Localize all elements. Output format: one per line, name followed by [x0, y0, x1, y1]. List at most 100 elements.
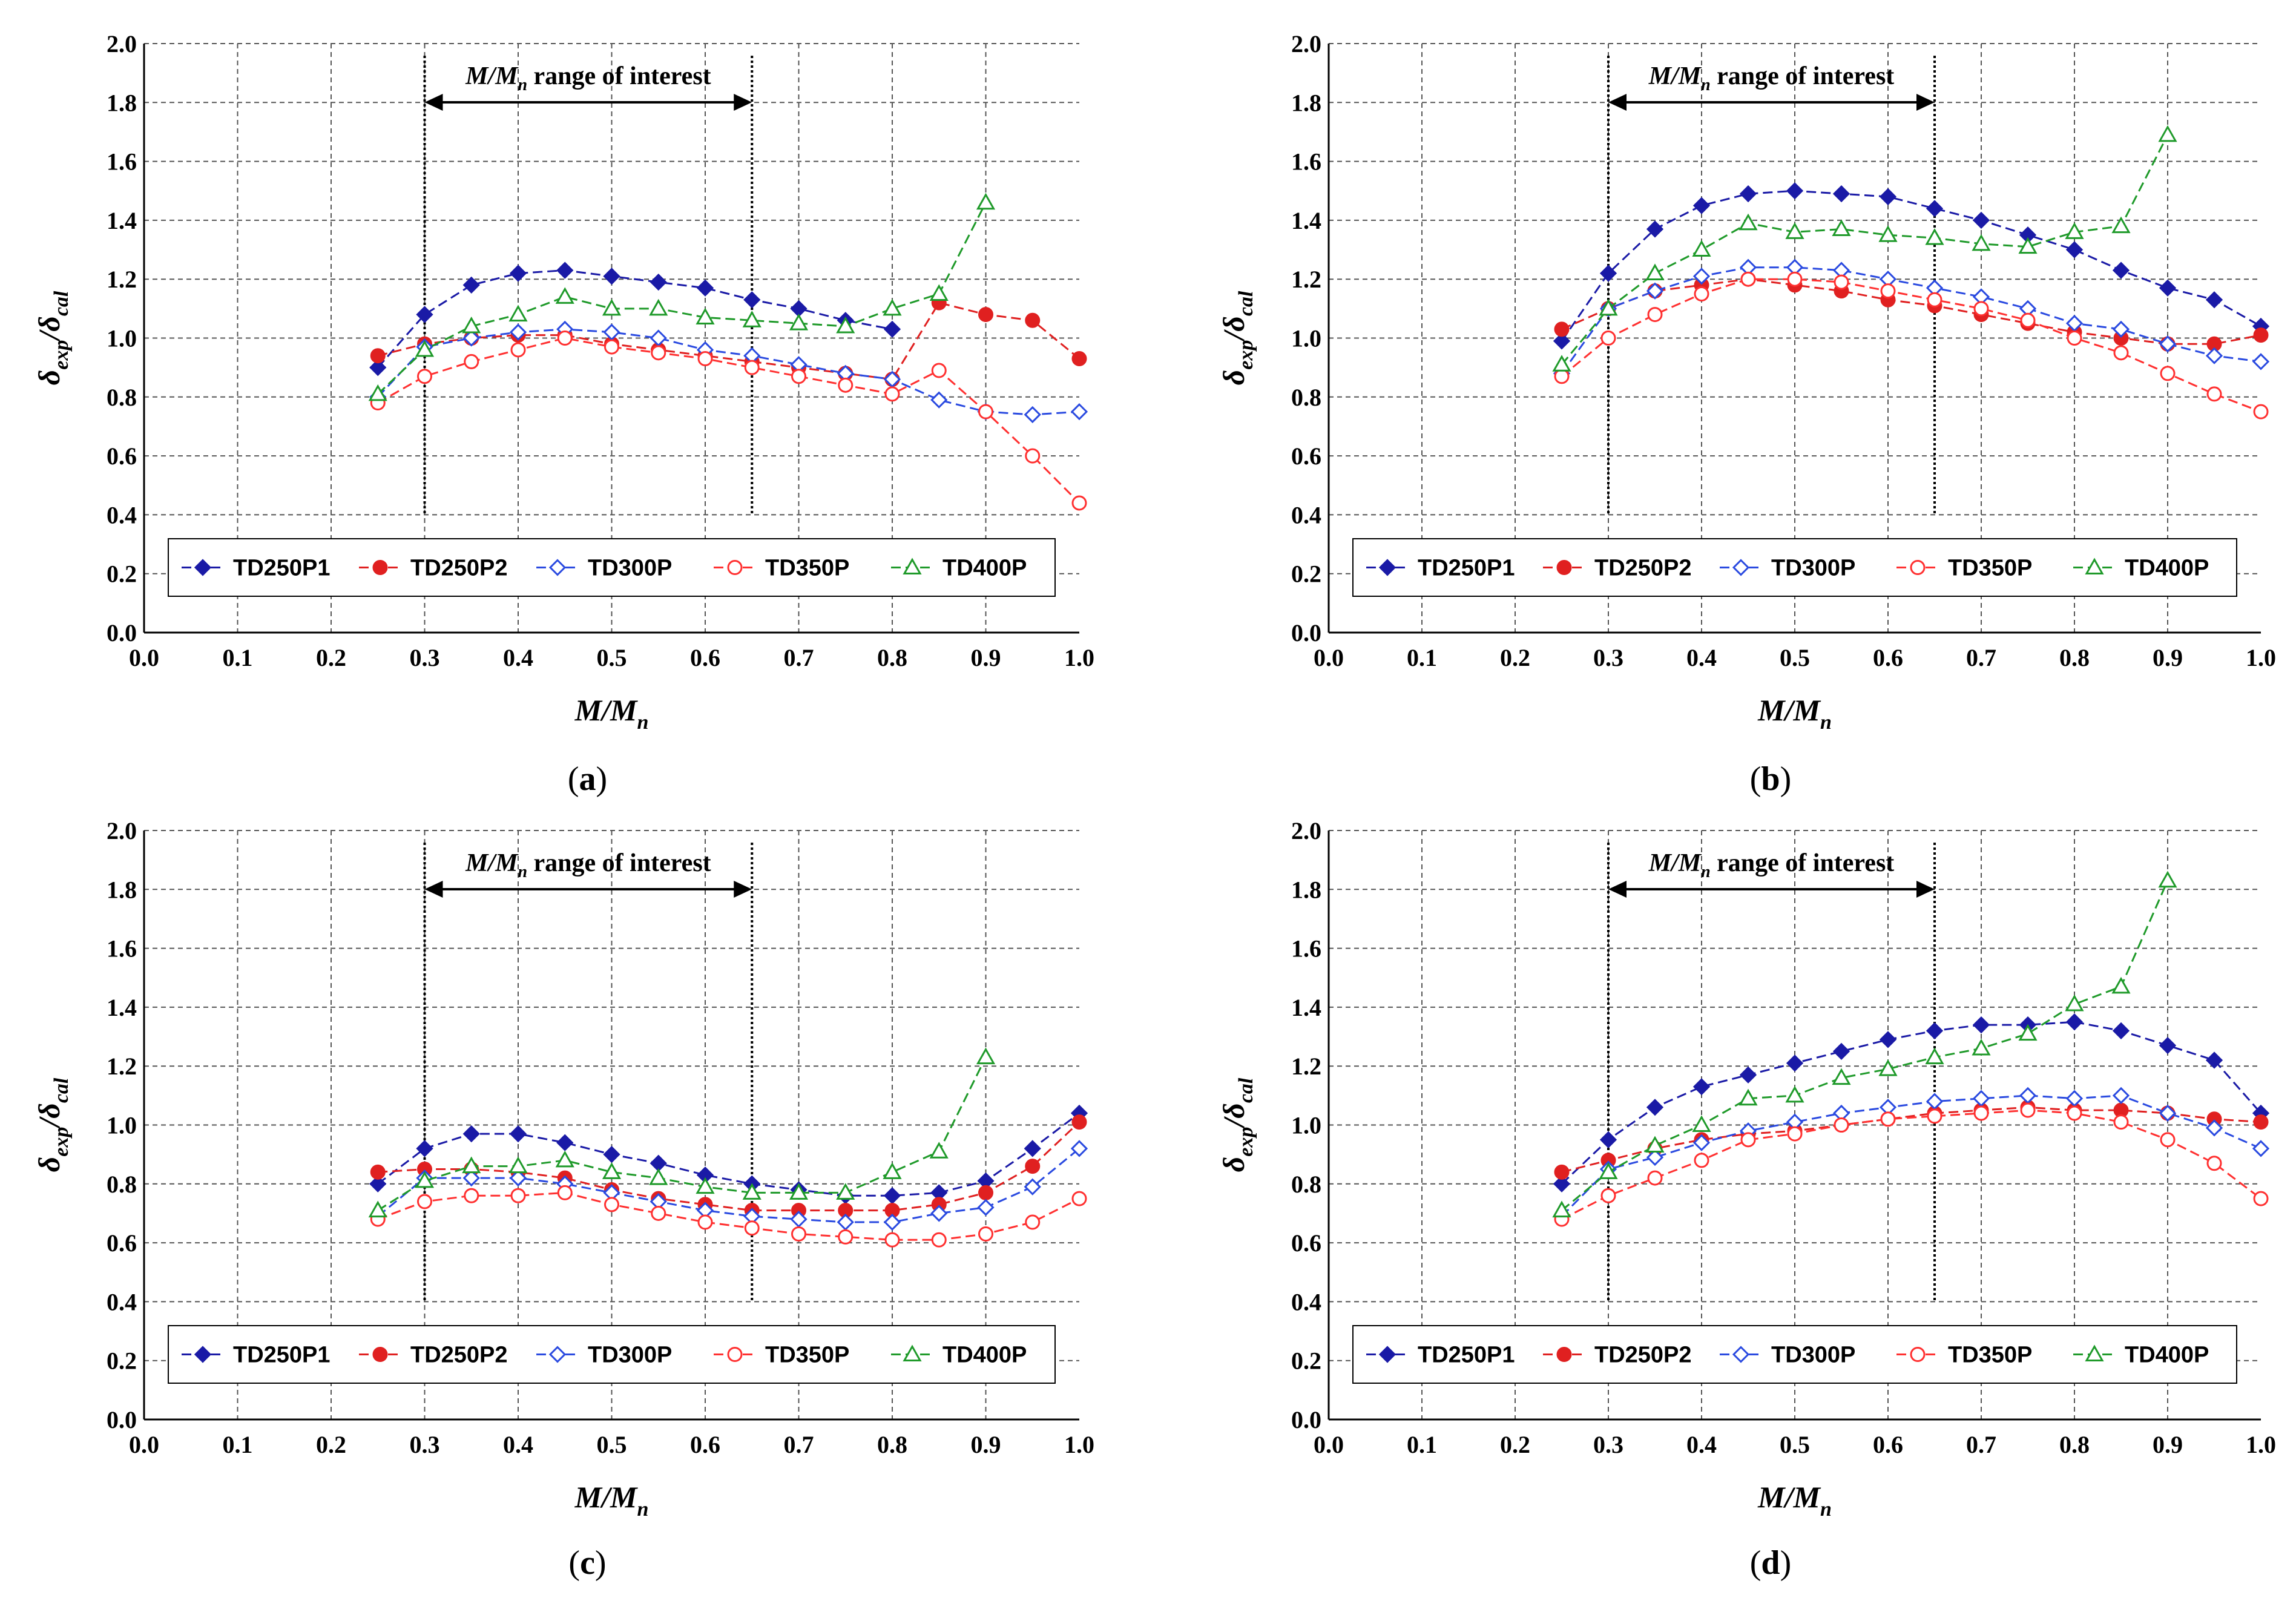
y-tick-label: 0.8 — [1291, 384, 1321, 411]
y-tick-label: 2.0 — [1291, 817, 1321, 844]
legend-marker-TD250P1 — [194, 1346, 212, 1363]
data-point-TD300P — [509, 323, 527, 341]
data-point-TD300P — [462, 329, 480, 347]
y-axis-title: δexp/δcal — [1217, 291, 1257, 385]
legend-label-TD350P: TD350P — [765, 1343, 849, 1368]
data-point-TD400P — [883, 298, 902, 316]
data-point-TD400P — [976, 192, 996, 210]
legend-label-TD300P: TD300P — [588, 556, 672, 581]
y-tick-label: 0.4 — [107, 501, 137, 528]
data-point-TD350P — [1071, 1191, 1087, 1206]
data-point-TD300P — [883, 1213, 901, 1231]
data-point-TD400P — [415, 340, 435, 357]
panel-caption: (c) — [568, 1544, 606, 1582]
data-point-TD400P — [1552, 355, 1571, 372]
x-tick-label: 0.3 — [410, 1431, 440, 1458]
data-point-TD350P — [978, 404, 993, 419]
data-point-TD400P — [2111, 976, 2131, 994]
x-tick-label: 0.2 — [316, 644, 346, 671]
data-point-TD250P1 — [462, 1125, 480, 1143]
y-tick-label: 1.0 — [1291, 1112, 1321, 1139]
x-tick-label: 0.0 — [1314, 644, 1344, 671]
data-point-TD250P1 — [369, 1175, 387, 1192]
data-point-TD400P — [1785, 222, 1804, 239]
x-axis-title: M/Mn — [574, 1480, 649, 1521]
data-point-TD350P — [1787, 1126, 1803, 1142]
data-point-TD350P — [1927, 292, 1942, 308]
data-point-TD250P1 — [509, 1125, 527, 1143]
x-tick-label: 0.1 — [1407, 644, 1437, 671]
y-tick-label: 1.2 — [1291, 266, 1321, 293]
x-axis-title: M/Mn — [1757, 693, 1832, 734]
x-tick-label: 0.1 — [223, 644, 253, 671]
data-point-TD350P — [697, 1214, 713, 1230]
data-point-TD250P1 — [603, 268, 620, 285]
y-tick-label: 0.4 — [1291, 1288, 1321, 1315]
x-tick-label: 0.5 — [1780, 644, 1810, 671]
data-point-TD350P — [1787, 271, 1803, 287]
x-tick-label: 0.2 — [316, 1431, 346, 1458]
data-point-TD250P1 — [1879, 1031, 1897, 1048]
x-tick-label: 0.9 — [971, 644, 1001, 671]
data-point-TD400P — [742, 1183, 761, 1200]
data-point-TD350P — [1740, 271, 1756, 287]
y-tick-label: 1.6 — [1291, 935, 1321, 962]
data-point-TD350P — [557, 1185, 573, 1200]
data-point-TD250P2 — [2253, 327, 2269, 343]
data-point-TD400P — [789, 314, 809, 331]
data-point-TD250P1 — [2112, 1022, 2130, 1039]
series-line-TD250P2 — [377, 301, 1080, 381]
x-tick-label: 0.7 — [784, 1431, 814, 1458]
data-point-TD250P1 — [556, 261, 574, 279]
data-point-TD300P — [2159, 1104, 2177, 1122]
data-point-TD350P — [2160, 366, 2176, 381]
data-point-TD300P — [1646, 1148, 1664, 1166]
data-point-TD250P1 — [603, 1146, 620, 1163]
range-of-interest-label: M/Mn range of interest — [465, 849, 711, 881]
y-tick-label: 1.0 — [1291, 325, 1321, 352]
data-point-TD400P — [1925, 228, 1944, 245]
legend-marker-TD400P — [2085, 1344, 2104, 1361]
x-tick-label: 1.0 — [1064, 1431, 1094, 1458]
range-arrowhead-right — [1916, 94, 1935, 111]
chart-panel-a: 0.0 0.1 0.2 0.3 0.4 0.5 0.6 0.7 0.8 0.9 1.0 0.0 0.2 0… — [32, 30, 1094, 798]
data-point-TD400P — [602, 1162, 622, 1179]
series-line-TD300P — [1561, 266, 2261, 374]
x-axis-title: M/Mn — [574, 693, 649, 734]
legend-marker-TD350P — [1910, 560, 1926, 575]
data-point-TD350P — [1880, 1111, 1896, 1127]
data-point-TD350P — [1740, 1132, 1756, 1148]
x-tick-label: 0.1 — [223, 1431, 253, 1458]
data-point-TD250P1 — [650, 273, 667, 291]
data-point-TD350P — [838, 377, 854, 393]
data-point-TD250P1 — [1786, 182, 1804, 200]
data-point-TD250P2 — [1071, 351, 1087, 367]
data-point-TD300P — [2112, 320, 2130, 338]
data-point-TD250P1 — [1024, 1140, 1041, 1157]
x-tick-label: 1.0 — [1064, 644, 1094, 671]
y-tick-label: 0.6 — [107, 1229, 137, 1257]
legend-label-TD400P: TD400P — [942, 556, 1027, 581]
series-line-TD350P — [377, 337, 1081, 504]
data-point-TD400P — [1738, 1088, 1758, 1106]
data-point-TD250P2 — [2253, 1114, 2269, 1130]
legend-label-TD250P1: TD250P1 — [1418, 1343, 1515, 1368]
data-point-TD400P — [508, 1156, 528, 1174]
data-point-TD400P — [1878, 225, 1898, 242]
panel-caption: (b) — [1750, 760, 1791, 798]
data-point-TD400P — [1645, 1136, 1665, 1153]
y-tick-label: 0.2 — [1291, 1347, 1321, 1375]
y-tick-label: 1.6 — [107, 148, 137, 176]
y-tick-label: 1.2 — [1291, 1053, 1321, 1080]
legend-label-TD250P2: TD250P2 — [410, 1343, 508, 1368]
data-point-TD400P — [462, 1156, 481, 1174]
data-point-TD350P — [2113, 345, 2129, 361]
data-point-TD350P — [1880, 283, 1896, 299]
series-line-TD350P — [377, 1191, 1080, 1241]
series-line-TD250P1 — [377, 1112, 1080, 1197]
x-tick-label: 0.4 — [503, 1431, 533, 1458]
legend-marker-TD250P1 — [194, 559, 212, 576]
data-point-TD250P1 — [416, 306, 433, 323]
x-tick-label: 0.9 — [2153, 1431, 2183, 1458]
range-of-interest-label: M/Mn range of interest — [1648, 62, 1895, 94]
